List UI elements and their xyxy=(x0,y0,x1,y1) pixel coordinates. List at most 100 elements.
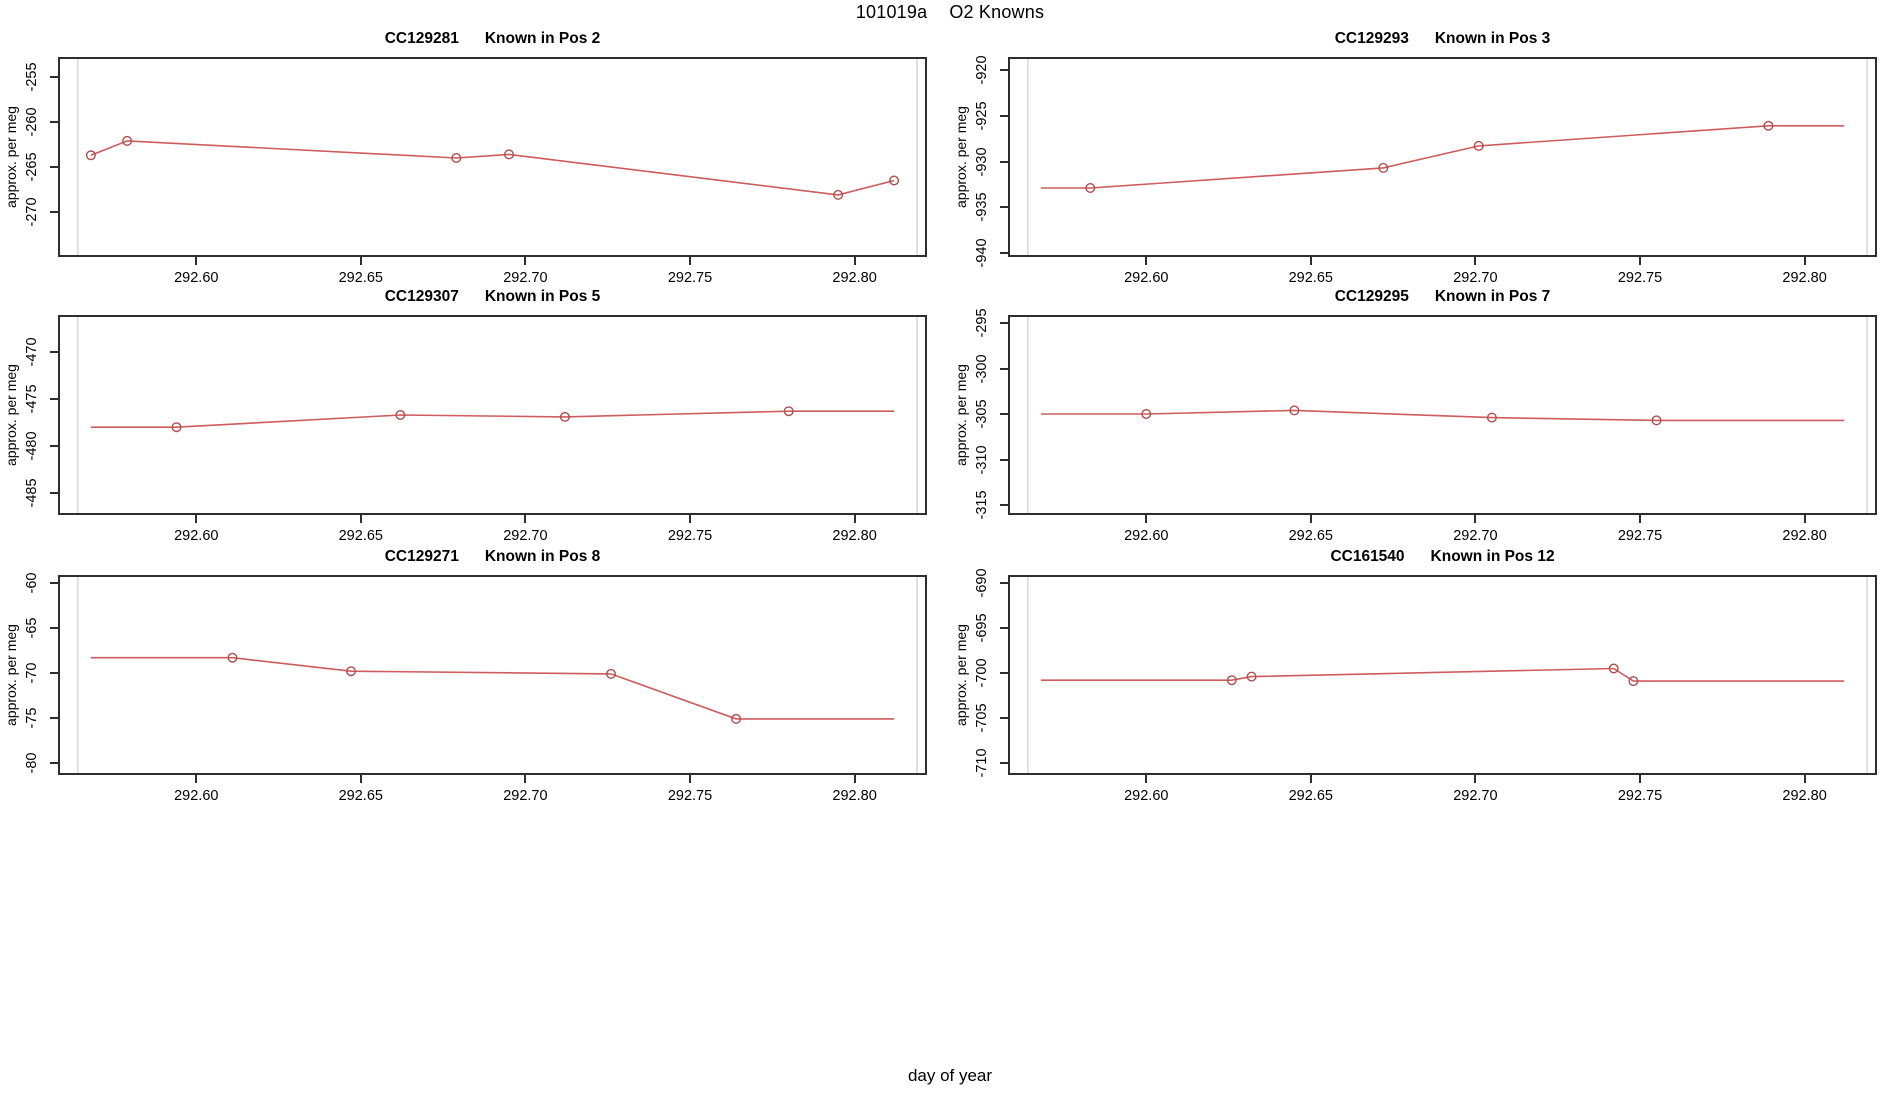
y-axis-title: approx. per meg xyxy=(953,106,969,208)
plot-area xyxy=(76,316,918,514)
x-tick-label: 292.60 xyxy=(1124,270,1169,286)
data-line xyxy=(1040,125,1845,189)
x-axis-label: day of year xyxy=(907,1066,993,1085)
data-point-marker xyxy=(1608,663,1619,674)
x-tick xyxy=(1639,257,1641,265)
x-tick-label: 292.70 xyxy=(503,788,548,804)
y-tick-label: -935 xyxy=(974,192,990,222)
x-tick xyxy=(524,257,527,265)
y-tick xyxy=(50,166,58,168)
panel-title: CC129295 Known in Pos 7 xyxy=(1008,288,1877,306)
x-tick-label: 292.60 xyxy=(174,270,219,286)
y-tick-label: -695 xyxy=(974,613,990,643)
data-point-marker xyxy=(171,422,182,433)
panel-title-id: CC129307 xyxy=(384,288,459,305)
data-point-marker xyxy=(122,135,133,146)
y-tick-label: -690 xyxy=(974,568,990,598)
x-tick-label: 292.65 xyxy=(338,788,383,804)
panel-title-id: CC129295 xyxy=(1334,288,1409,305)
x-tick xyxy=(689,515,691,523)
y-tick xyxy=(1000,458,1008,461)
data-point-marker xyxy=(1628,676,1639,687)
x-tick-label: 292.70 xyxy=(1453,788,1498,804)
x-tick xyxy=(689,775,691,783)
y-axis-title: approx. per meg xyxy=(953,624,969,726)
x-tick xyxy=(689,257,691,265)
y-tick xyxy=(1000,762,1008,764)
y-tick xyxy=(1000,252,1008,254)
x-tick xyxy=(195,775,198,783)
data-point-marker xyxy=(1085,182,1096,193)
y-tick-label: -700 xyxy=(974,658,990,688)
x-tick xyxy=(853,775,856,783)
data-line xyxy=(1040,667,1845,682)
y-tick-label: -920 xyxy=(974,55,990,85)
x-tick xyxy=(1474,775,1477,783)
x-tick-label: 292.80 xyxy=(832,270,877,286)
y-tick-label: -70 xyxy=(24,662,40,684)
data-line xyxy=(90,656,895,720)
x-tick-label: 292.70 xyxy=(1453,528,1498,544)
y-tick xyxy=(50,398,58,400)
data-point-marker xyxy=(559,411,570,422)
x-tick-label: 292.65 xyxy=(1288,788,1333,804)
x-tick xyxy=(1145,515,1148,523)
x-tick xyxy=(853,515,856,523)
x-tick-label: 292.60 xyxy=(174,528,219,544)
y-tick xyxy=(50,351,58,353)
plot-box xyxy=(58,57,927,257)
x-tick xyxy=(1309,775,1312,783)
panel-title: CC129271 Known in Pos 8 xyxy=(58,548,927,566)
chart-panel-CC129281: CC129281 Known in Pos 2 292.60 292.65 292.70… xyxy=(3,30,927,286)
x-tick-label: 292.60 xyxy=(1124,528,1169,544)
y-tick xyxy=(1000,504,1008,506)
y-tick xyxy=(1000,627,1008,629)
x-tick-label: 292.65 xyxy=(338,528,383,544)
x-tick xyxy=(1639,515,1641,523)
x-tick xyxy=(359,775,362,783)
panel-title-pos: Known in Pos 12 xyxy=(1430,548,1555,565)
y-tick xyxy=(50,672,58,674)
x-tick xyxy=(359,257,362,265)
x-tick xyxy=(1474,515,1477,523)
panel-title-pos: Known in Pos 2 xyxy=(484,30,601,47)
y-tick-label: -75 xyxy=(24,707,40,729)
plot-area xyxy=(76,58,918,256)
data-point-marker xyxy=(346,666,357,677)
y-tick xyxy=(1000,717,1008,719)
y-tick-label: -705 xyxy=(974,703,990,733)
y-tick xyxy=(1000,367,1008,370)
plot-box xyxy=(1008,575,1877,775)
y-tick-label: -485 xyxy=(24,478,40,508)
panel-title-id: CC129281 xyxy=(384,30,459,47)
x-tick-label: 292.75 xyxy=(667,528,713,544)
y-axis-title: approx. per meg xyxy=(3,364,19,466)
plot-area xyxy=(1026,58,1868,256)
data-point-marker xyxy=(731,713,742,724)
x-tick xyxy=(359,515,362,523)
y-tick xyxy=(1000,672,1008,674)
main-title: 101019a O2 Knowns xyxy=(0,2,1900,23)
data-point-marker xyxy=(1486,412,1497,423)
x-tick-label: 292.65 xyxy=(1288,270,1333,286)
data-point-marker xyxy=(1226,675,1237,686)
data-line xyxy=(90,140,895,196)
y-tick xyxy=(50,627,58,629)
y-tick xyxy=(50,582,58,584)
y-tick-label: -260 xyxy=(24,107,40,137)
x-tick-label: 292.70 xyxy=(503,528,548,544)
y-tick xyxy=(50,762,58,764)
y-tick-label: -475 xyxy=(24,384,40,414)
x-tick xyxy=(1803,515,1806,523)
y-tick-label: -255 xyxy=(24,62,40,92)
y-tick xyxy=(50,492,58,494)
x-tick-label: 292.80 xyxy=(832,788,877,804)
y-tick-label: -60 xyxy=(24,572,40,594)
plot-box xyxy=(58,315,927,515)
plot-area xyxy=(1026,316,1868,514)
x-tick xyxy=(1474,257,1477,265)
data-point-marker xyxy=(504,149,515,160)
y-tick-label: -710 xyxy=(974,748,990,778)
data-point-marker xyxy=(889,175,900,186)
data-point-marker xyxy=(606,668,617,679)
